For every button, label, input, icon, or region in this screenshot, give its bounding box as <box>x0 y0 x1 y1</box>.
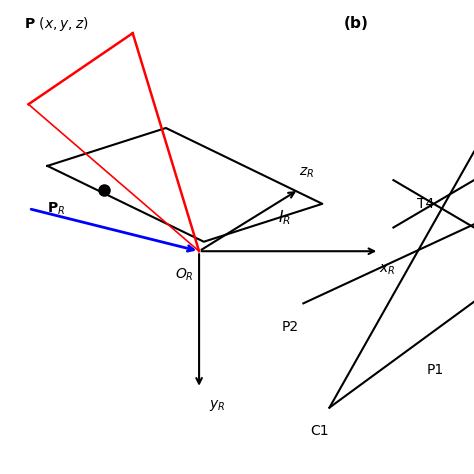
Text: P2: P2 <box>282 320 299 334</box>
Text: $O_R$: $O_R$ <box>175 267 194 283</box>
Text: C1: C1 <box>310 424 329 438</box>
Text: $z_R$: $z_R$ <box>299 166 314 180</box>
Text: $y_R$: $y_R$ <box>209 398 225 413</box>
Text: $x_R$: $x_R$ <box>379 263 396 277</box>
Text: P1: P1 <box>427 363 444 377</box>
Text: $\mathbf{P}_R$: $\mathbf{P}_R$ <box>47 201 65 217</box>
Text: T4: T4 <box>417 197 434 211</box>
Text: $\mathbf{P}$ $(x,y,z)$: $\mathbf{P}$ $(x,y,z)$ <box>24 15 88 33</box>
Text: $\mathbf{(b)}$: $\mathbf{(b)}$ <box>343 14 368 32</box>
Text: $I_R$: $I_R$ <box>278 209 291 228</box>
